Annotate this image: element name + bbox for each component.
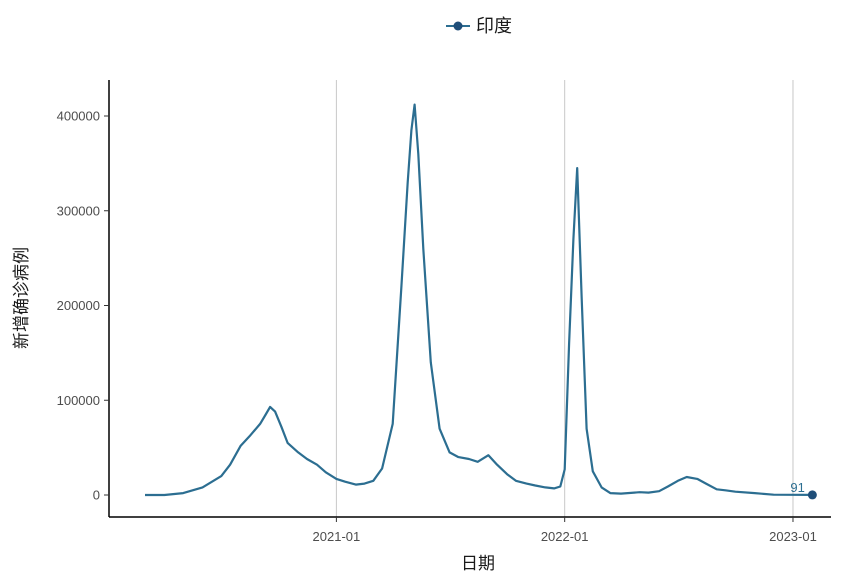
y-tick-label-4: 400000: [57, 109, 100, 124]
x-tick-label-2: 2023-01: [769, 529, 817, 544]
x-tick-label-0: 2021-01: [313, 529, 361, 544]
y-tick-label-3: 300000: [57, 203, 100, 218]
x-tick-label-1: 2022-01: [541, 529, 589, 544]
series-group: [145, 103, 817, 500]
legend: 印度: [446, 16, 512, 37]
y-axis-title: 新增确诊病例: [12, 247, 32, 349]
series-end-point-0: [807, 490, 817, 500]
axes: [108, 80, 831, 518]
y-axis-ticks: 0 100000 200000 300000 400000: [57, 109, 109, 503]
annotations: 91: [790, 480, 804, 495]
legend-point-marker: [453, 21, 463, 31]
x-axis-ticks: 2021-01 2022-01 2023-01: [313, 517, 817, 544]
series-line-0: [145, 103, 813, 497]
y-tick-label-2: 200000: [57, 298, 100, 313]
y-tick-label-0: 0: [93, 488, 100, 503]
annotation-label-0: 91: [790, 480, 804, 495]
x-axis-title: 日期: [461, 554, 495, 574]
y-tick-label-1: 100000: [57, 393, 100, 408]
legend-series-label: 印度: [476, 16, 512, 37]
